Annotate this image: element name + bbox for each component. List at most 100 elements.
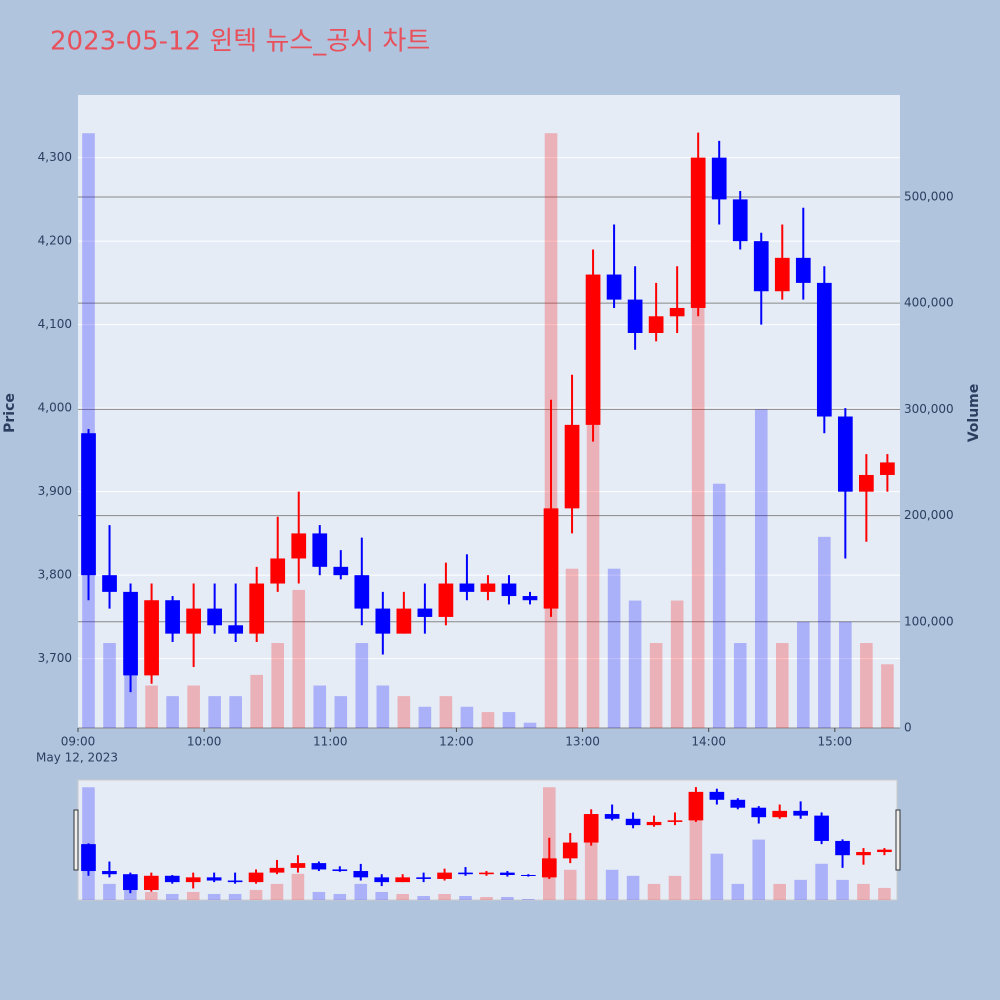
volume-bar bbox=[124, 664, 137, 728]
candle-body bbox=[753, 241, 769, 292]
volume-bar bbox=[712, 483, 726, 728]
volume-bar-slider bbox=[417, 895, 430, 900]
x-tick-label: 11:00 bbox=[313, 735, 348, 749]
candle-body bbox=[270, 558, 286, 584]
y-tick-label: 4,200 bbox=[38, 234, 72, 248]
candle-body-slider bbox=[164, 875, 180, 883]
candle-body bbox=[480, 583, 496, 592]
volume-bar-slider bbox=[124, 887, 137, 900]
candle-body bbox=[354, 575, 370, 609]
volume-bar bbox=[460, 706, 474, 728]
candle-body-slider bbox=[479, 872, 494, 875]
plot-area bbox=[78, 95, 900, 728]
volume-bar-slider bbox=[626, 875, 640, 900]
volume-bar bbox=[796, 621, 810, 728]
y2-tick-label: 400,000 bbox=[904, 296, 954, 310]
volume-bar bbox=[523, 722, 537, 728]
volume-bar bbox=[292, 589, 306, 728]
volume-bar-slider bbox=[605, 869, 619, 900]
volume-bar-slider bbox=[312, 891, 326, 900]
candle-body bbox=[459, 583, 475, 592]
y2-tick-label: 200,000 bbox=[904, 508, 954, 522]
volume-bar bbox=[733, 643, 747, 728]
candle-body-slider bbox=[667, 820, 683, 822]
candle-body-slider bbox=[311, 863, 327, 870]
volume-bar bbox=[229, 696, 242, 728]
x-tick-label: 12:00 bbox=[439, 735, 474, 749]
candle-body-slider bbox=[856, 852, 871, 856]
candle-body-slider bbox=[835, 840, 850, 856]
volume-bar-slider bbox=[522, 898, 535, 900]
candle-body-slider bbox=[248, 872, 264, 883]
volume-bar-slider bbox=[459, 895, 472, 900]
y2-tick-label: 100,000 bbox=[904, 614, 954, 628]
candle-body bbox=[690, 157, 706, 308]
y-tick-label: 3,700 bbox=[38, 651, 72, 665]
volume-bar bbox=[670, 600, 684, 728]
volume-bar-slider bbox=[501, 896, 514, 900]
candle-body-slider bbox=[709, 791, 725, 800]
volume-bar bbox=[628, 600, 642, 728]
range-slider[interactable] bbox=[77, 779, 898, 901]
volume-bar-slider bbox=[145, 891, 158, 900]
candle-body bbox=[732, 199, 748, 242]
volume-bar bbox=[439, 696, 453, 728]
candle-body-slider bbox=[877, 849, 892, 853]
candle-body-slider bbox=[81, 844, 96, 872]
candle-body-slider bbox=[102, 871, 117, 875]
candle-body-slider bbox=[269, 867, 285, 873]
volume-bar bbox=[376, 685, 390, 728]
volume-bar bbox=[313, 685, 327, 728]
volume-bar bbox=[607, 568, 621, 728]
x-sublabel: May 12, 2023 bbox=[36, 751, 118, 765]
slider-handle[interactable] bbox=[895, 809, 901, 871]
candle-body bbox=[186, 608, 201, 634]
volume-bar-slider bbox=[731, 883, 745, 900]
x-tick-label: 13:00 bbox=[565, 735, 600, 749]
candle-body bbox=[648, 316, 664, 334]
candle-body bbox=[564, 424, 580, 509]
candle-body-slider bbox=[353, 871, 369, 878]
x-tick-label: 14:00 bbox=[691, 735, 726, 749]
candle-body bbox=[585, 274, 601, 425]
volume-bar-slider bbox=[584, 839, 598, 900]
volume-bar-slider bbox=[438, 893, 451, 900]
candle-body-slider bbox=[625, 818, 641, 826]
volume-bar bbox=[649, 643, 663, 728]
volume-bar-slider bbox=[752, 839, 766, 900]
candle-body bbox=[795, 257, 811, 283]
volume-bar-slider bbox=[563, 869, 577, 900]
volume-bar bbox=[397, 696, 411, 728]
candle-body-slider bbox=[772, 810, 788, 818]
volume-bar-slider bbox=[773, 883, 786, 900]
volume-bar bbox=[418, 706, 432, 728]
volume-bar-slider bbox=[165, 893, 179, 900]
y2-tick-label: 0 bbox=[904, 721, 912, 735]
y-axis-title: Price bbox=[2, 393, 18, 433]
volume-bar-slider bbox=[207, 893, 221, 900]
candle-body-slider bbox=[500, 872, 515, 875]
volume-bar-slider bbox=[668, 875, 682, 900]
volume-bar-slider bbox=[375, 891, 389, 900]
candle-body-slider bbox=[793, 810, 808, 816]
candle-body-slider bbox=[143, 875, 159, 891]
candle-body-slider bbox=[395, 877, 410, 883]
volume-bar bbox=[250, 674, 264, 728]
candle-body bbox=[249, 583, 265, 634]
y-tick-label: 3,900 bbox=[38, 484, 72, 498]
candle-body bbox=[606, 274, 622, 300]
candle-body bbox=[291, 533, 307, 559]
volume-bar-slider bbox=[878, 887, 891, 900]
volume-bar-slider bbox=[396, 893, 409, 900]
candle-body bbox=[312, 533, 328, 567]
volume-bar bbox=[334, 696, 348, 728]
candle-body-slider bbox=[437, 872, 452, 879]
candle-body bbox=[522, 596, 538, 601]
volume-bar-slider bbox=[689, 819, 703, 900]
slider-handle[interactable] bbox=[73, 809, 79, 871]
candle-body-slider bbox=[458, 872, 473, 875]
volume-bar bbox=[271, 643, 285, 728]
volume-bar bbox=[187, 685, 200, 728]
candle-body-slider bbox=[646, 821, 662, 826]
volume-bar bbox=[103, 643, 116, 728]
